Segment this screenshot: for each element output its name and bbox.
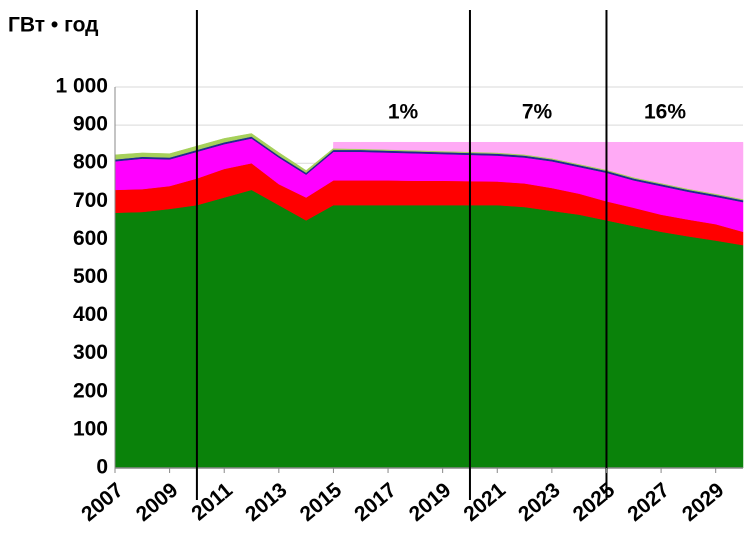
- x-tick-label: 2013: [241, 478, 292, 526]
- x-tick-label: 2017: [350, 478, 401, 526]
- annotation: 16%: [644, 101, 686, 124]
- x-tick-label: 2007: [77, 478, 128, 526]
- annotation: 7%: [522, 101, 553, 124]
- x-tick-label: 2011: [187, 478, 237, 525]
- x-tick-label: 2027: [623, 478, 674, 526]
- area: [333, 141, 744, 200]
- x-tick-label: 2025: [569, 478, 620, 526]
- y-tick-label: 800: [73, 151, 108, 174]
- y-tick-label: 900: [73, 113, 108, 136]
- y-tick-label: 600: [73, 227, 108, 250]
- x-tick-label: 2023: [514, 478, 565, 526]
- y-tick-label: 300: [73, 341, 108, 364]
- x-tick-label: 2019: [405, 478, 456, 526]
- y-tick-label: 100: [73, 417, 108, 440]
- y-tick-label: 0: [96, 456, 108, 479]
- x-tick-label: 2009: [132, 478, 183, 526]
- x-tick-label: 2029: [678, 478, 729, 526]
- y-axis-label: ГВт • год: [8, 14, 98, 37]
- y-tick-label: 500: [73, 265, 108, 288]
- annotation: 1%: [388, 101, 419, 124]
- y-tick-label: 200: [73, 379, 108, 402]
- y-tick-label: 700: [73, 189, 108, 212]
- y-tick-label: 1 000: [55, 75, 108, 98]
- x-tick-label: 2015: [296, 478, 347, 526]
- area: [114, 189, 744, 469]
- x-tick-label: 2021: [459, 478, 510, 526]
- y-tick-label: 400: [73, 303, 108, 326]
